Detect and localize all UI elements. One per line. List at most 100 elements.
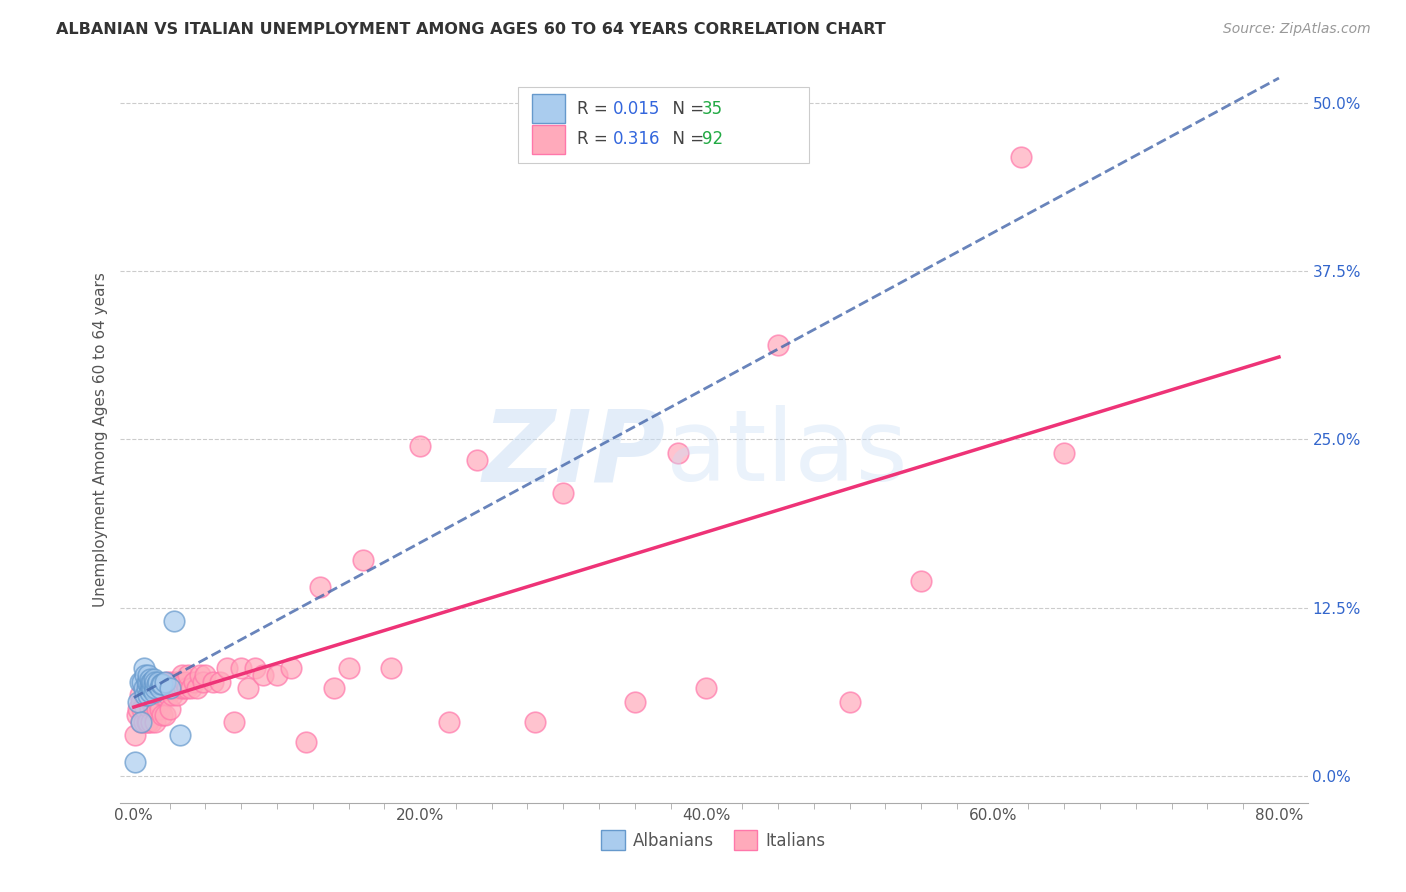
Point <box>134 668 156 682</box>
Point <box>266 668 288 682</box>
Point <box>143 674 166 689</box>
Point <box>138 701 160 715</box>
Text: ZIP: ZIP <box>484 405 666 502</box>
Text: R =: R = <box>576 100 613 118</box>
Point <box>132 681 155 696</box>
Point <box>155 681 177 696</box>
Point <box>145 701 167 715</box>
Point <box>1053 446 1076 460</box>
Point <box>142 677 165 691</box>
Point <box>129 695 152 709</box>
Point <box>141 681 163 696</box>
Point <box>838 695 860 709</box>
Point <box>145 681 167 696</box>
Point <box>152 681 174 696</box>
Point <box>309 581 332 595</box>
Point <box>323 681 346 696</box>
Point <box>134 688 156 702</box>
Point <box>127 695 149 709</box>
Point <box>155 708 177 723</box>
Point <box>149 681 172 696</box>
Point <box>142 681 165 696</box>
Point <box>136 681 159 696</box>
Point <box>150 688 173 702</box>
Point <box>136 668 159 682</box>
Point <box>163 681 186 696</box>
Point <box>139 695 162 709</box>
Point <box>166 688 188 702</box>
Point <box>156 674 179 689</box>
Point <box>141 674 163 689</box>
Point <box>131 701 153 715</box>
Point <box>162 688 184 702</box>
Point <box>135 714 157 729</box>
Point <box>127 701 149 715</box>
Point <box>208 674 231 689</box>
Point <box>231 661 253 675</box>
Point <box>136 688 159 702</box>
Point <box>174 674 197 689</box>
Text: 92: 92 <box>702 130 723 148</box>
Point <box>337 661 360 675</box>
Point <box>624 695 647 709</box>
Point <box>280 661 302 675</box>
Point <box>152 708 174 723</box>
Point <box>143 681 166 696</box>
Point <box>141 695 163 709</box>
Text: 0.015: 0.015 <box>613 100 659 118</box>
Point <box>134 681 156 696</box>
Point <box>245 661 267 675</box>
Point <box>138 681 160 696</box>
Point <box>380 661 402 675</box>
Point <box>124 729 146 743</box>
Point <box>135 681 157 696</box>
FancyBboxPatch shape <box>531 94 565 123</box>
Point <box>139 674 162 689</box>
Point <box>139 714 162 729</box>
Point <box>142 685 165 699</box>
Point <box>238 681 260 696</box>
Point <box>143 695 166 709</box>
Point <box>143 681 166 696</box>
Point <box>186 681 208 696</box>
Point <box>128 674 150 689</box>
Point <box>165 674 187 689</box>
Point <box>157 688 180 702</box>
Point <box>132 714 155 729</box>
Point <box>167 674 190 689</box>
Point <box>523 714 546 729</box>
FancyBboxPatch shape <box>531 125 565 153</box>
Text: Source: ZipAtlas.com: Source: ZipAtlas.com <box>1223 22 1371 37</box>
Point <box>159 701 181 715</box>
Text: ALBANIAN VS ITALIAN UNEMPLOYMENT AMONG AGES 60 TO 64 YEARS CORRELATION CHART: ALBANIAN VS ITALIAN UNEMPLOYMENT AMONG A… <box>56 22 886 37</box>
Text: 35: 35 <box>702 100 723 118</box>
Point <box>666 446 689 460</box>
Point <box>160 674 183 689</box>
Text: 0.316: 0.316 <box>613 130 659 148</box>
Point <box>139 674 162 689</box>
Point <box>169 729 191 743</box>
Point <box>177 668 200 682</box>
Point <box>553 486 575 500</box>
Point <box>1010 150 1032 164</box>
Point <box>132 688 155 702</box>
Point <box>201 674 224 689</box>
Point <box>143 714 166 729</box>
Point <box>129 714 152 729</box>
Point <box>188 668 211 682</box>
Point <box>136 674 159 689</box>
Point <box>910 574 932 588</box>
Point <box>437 714 460 729</box>
Point <box>142 672 165 686</box>
Point <box>136 695 159 709</box>
Point <box>136 714 159 729</box>
Point <box>125 708 148 723</box>
Point <box>159 681 181 696</box>
Point <box>173 681 195 696</box>
Point <box>152 677 174 691</box>
Point <box>138 672 160 686</box>
Point <box>159 681 181 696</box>
Text: N =: N = <box>662 130 710 148</box>
Point <box>252 668 274 682</box>
Point <box>194 668 217 682</box>
